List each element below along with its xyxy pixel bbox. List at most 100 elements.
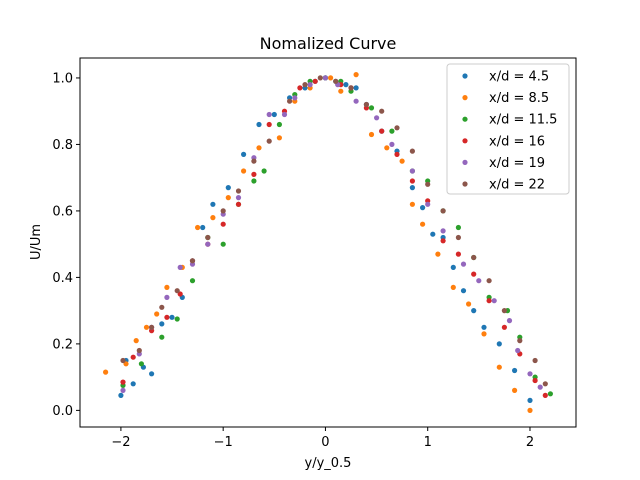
data-point — [527, 407, 533, 413]
data-point — [266, 111, 272, 118]
data-point — [287, 98, 293, 104]
data-point — [466, 301, 472, 307]
x-axis-label: y/y_0.5 — [305, 456, 352, 471]
data-point — [409, 185, 415, 191]
legend-label: x/d = 11.5 — [489, 113, 557, 128]
data-point — [266, 121, 272, 128]
data-point — [261, 168, 267, 174]
data-point — [430, 231, 436, 237]
x-tick-label: −2 — [111, 435, 130, 450]
data-point — [476, 278, 482, 284]
y-axis-ticks: 0.0 0.2 0.4 0.6 0.8 1.0 — [52, 71, 80, 419]
x-tick-label: 1 — [424, 435, 432, 450]
data-point — [225, 195, 231, 201]
data-point — [266, 138, 272, 144]
data-point — [205, 234, 211, 241]
y-tick-label: 0.8 — [52, 138, 73, 153]
data-point — [130, 381, 136, 387]
data-point — [368, 105, 375, 111]
legend-marker — [462, 73, 468, 79]
data-point — [120, 357, 126, 364]
data-point — [368, 131, 375, 138]
data-point — [547, 391, 554, 397]
x-axis-ticks: −2 −1 0 1 2 — [111, 427, 534, 450]
data-point — [220, 221, 226, 227]
data-point — [205, 241, 211, 247]
data-point — [251, 158, 257, 164]
data-point — [251, 178, 257, 184]
legend-label: x/d = 19 — [489, 156, 545, 171]
data-point — [389, 128, 395, 134]
data-point — [532, 377, 538, 384]
data-point — [496, 341, 502, 347]
data-point — [501, 324, 507, 330]
data-point — [394, 125, 400, 131]
data-point — [460, 261, 467, 267]
data-point — [460, 288, 467, 294]
data-point — [450, 284, 456, 290]
data-point — [235, 188, 242, 194]
data-point — [517, 338, 523, 344]
data-point — [133, 338, 139, 344]
data-point — [389, 141, 395, 147]
y-tick-label: 1.0 — [52, 71, 73, 86]
data-point — [195, 224, 201, 231]
legend-label: x/d = 16 — [489, 134, 545, 149]
data-point — [235, 201, 242, 207]
data-point — [506, 318, 513, 324]
data-point — [225, 185, 231, 191]
data-point — [420, 221, 426, 227]
data-point — [220, 241, 226, 247]
data-point — [532, 357, 538, 364]
data-point — [348, 85, 354, 91]
data-point — [527, 371, 533, 377]
data-point — [138, 361, 144, 367]
data-point — [374, 115, 380, 121]
data-point — [251, 171, 257, 177]
data-point — [149, 371, 155, 377]
data-point — [154, 311, 160, 317]
data-point — [379, 128, 385, 134]
data-point — [200, 224, 206, 231]
data-point — [491, 298, 497, 304]
y-tick-label: 0.6 — [52, 204, 73, 219]
data-point — [435, 251, 441, 257]
data-point — [409, 148, 415, 154]
data-point — [312, 78, 318, 84]
data-point — [174, 288, 180, 294]
data-point — [159, 304, 165, 310]
data-point — [455, 224, 461, 231]
data-point — [542, 392, 548, 398]
data-point — [256, 145, 262, 151]
x-tick-label: 2 — [526, 435, 534, 450]
legend: x/d = 4.5 x/d = 8.5 x/d = 11.5 x/d = 16 x/d … — [446, 63, 570, 195]
chart-title: Nomalized Curve — [260, 34, 397, 53]
data-point — [440, 238, 446, 244]
data-point — [281, 111, 288, 118]
data-point — [189, 278, 196, 284]
data-point — [450, 264, 456, 270]
data-point — [177, 291, 183, 297]
data-point — [103, 369, 109, 375]
data-point — [322, 75, 328, 81]
data-point — [130, 354, 136, 360]
legend-items: x/d = 4.5 x/d = 8.5 x/d = 11.5 x/d = 16 x/d … — [462, 70, 557, 193]
data-point — [276, 121, 282, 128]
data-point — [159, 321, 165, 327]
data-point — [333, 78, 339, 84]
x-tick-label: 0 — [321, 435, 329, 450]
data-point — [399, 158, 405, 164]
data-point — [496, 364, 502, 370]
data-point — [353, 98, 359, 104]
data-point — [455, 234, 461, 241]
y-tick-label: 0.4 — [52, 271, 73, 286]
data-point — [363, 101, 369, 108]
data-point — [515, 347, 521, 354]
data-point — [537, 384, 543, 390]
data-point — [486, 298, 492, 304]
data-point — [542, 381, 548, 387]
legend-label: x/d = 4.5 — [489, 70, 549, 85]
data-point — [394, 151, 400, 157]
data-point — [353, 72, 359, 78]
data-point — [455, 251, 461, 257]
